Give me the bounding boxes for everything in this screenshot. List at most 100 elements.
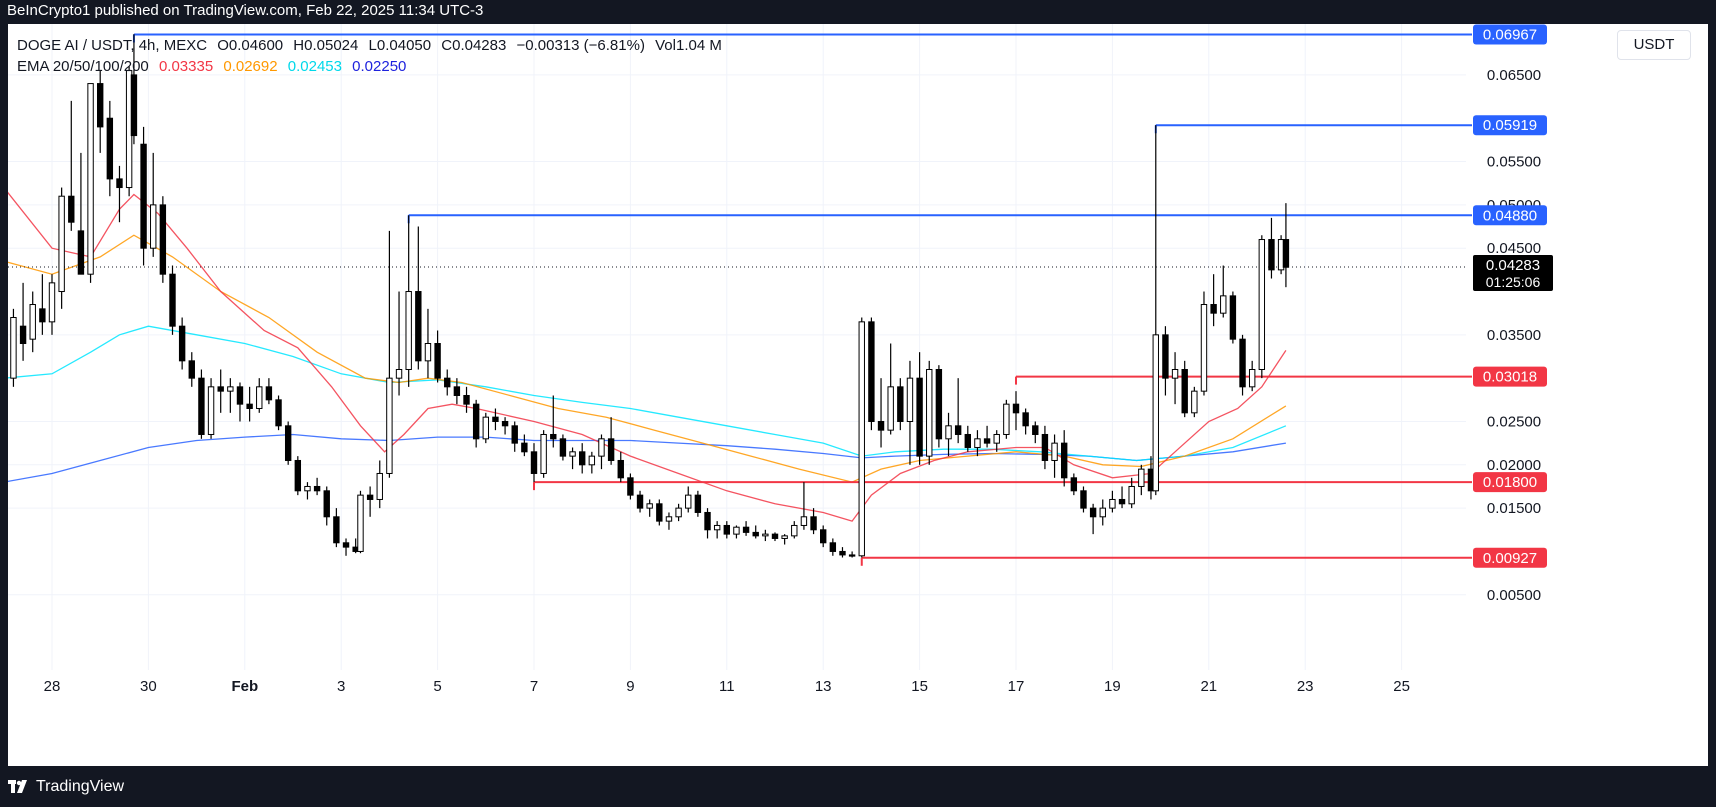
candle[interactable] xyxy=(906,360,914,465)
resistance-level-label-box[interactable] xyxy=(1473,24,1547,45)
candle[interactable] xyxy=(68,100,75,231)
candle[interactable] xyxy=(256,378,263,413)
candle[interactable] xyxy=(858,317,865,558)
candle[interactable] xyxy=(675,503,682,522)
candle[interactable] xyxy=(492,408,499,431)
candle[interactable] xyxy=(217,369,224,413)
candle[interactable] xyxy=(265,378,273,405)
candle[interactable] xyxy=(1229,291,1237,344)
candle[interactable] xyxy=(511,421,518,452)
candle[interactable] xyxy=(521,434,528,457)
candle[interactable] xyxy=(704,508,711,539)
candle[interactable] xyxy=(188,352,195,387)
candle[interactable] xyxy=(1220,265,1227,318)
currency-selector[interactable]: USDT xyxy=(1617,30,1691,60)
candle[interactable] xyxy=(275,395,282,431)
candle[interactable] xyxy=(58,187,65,309)
candle[interactable] xyxy=(550,395,557,448)
candle[interactable] xyxy=(1268,217,1275,279)
candle[interactable] xyxy=(482,412,490,444)
candle[interactable] xyxy=(1061,430,1068,487)
candle[interactable] xyxy=(357,490,364,554)
candle[interactable] xyxy=(742,521,750,536)
candle[interactable] xyxy=(1162,326,1169,396)
candle[interactable] xyxy=(877,378,885,448)
candle[interactable] xyxy=(829,538,837,556)
candle[interactable] xyxy=(540,430,547,478)
chart-panel[interactable]: 0.065000.055000.050000.045000.035000.025… xyxy=(0,24,1708,766)
candle[interactable] xyxy=(415,226,422,370)
candle[interactable] xyxy=(617,451,624,483)
candle[interactable] xyxy=(323,486,330,526)
candles[interactable] xyxy=(0,34,1290,558)
candle[interactable] xyxy=(713,521,721,539)
candle[interactable] xyxy=(607,417,615,465)
candle[interactable] xyxy=(1032,421,1039,444)
candle[interactable] xyxy=(424,308,432,379)
candle[interactable] xyxy=(87,83,94,283)
candle[interactable] xyxy=(636,490,644,513)
candle[interactable] xyxy=(646,499,653,517)
price-chart[interactable]: 0.065000.055000.050000.045000.035000.025… xyxy=(0,24,1708,766)
candle[interactable] xyxy=(926,360,933,465)
candle[interactable] xyxy=(771,532,779,542)
candle[interactable] xyxy=(733,525,740,539)
candle[interactable] xyxy=(236,382,244,422)
support-level-label-box[interactable] xyxy=(1473,366,1547,387)
candle[interactable] xyxy=(598,434,605,470)
candle[interactable] xyxy=(1200,291,1208,396)
candle[interactable] xyxy=(685,486,692,513)
candle[interactable] xyxy=(1282,203,1290,288)
resistance-level-label-box[interactable] xyxy=(1473,205,1547,226)
resistance-level-label-box[interactable] xyxy=(1473,115,1547,136)
candle[interactable] xyxy=(993,430,1000,452)
candle[interactable] xyxy=(627,473,634,500)
candle[interactable] xyxy=(444,369,451,396)
candle[interactable] xyxy=(983,425,991,448)
candle[interactable] xyxy=(472,399,480,448)
candle[interactable] xyxy=(810,508,817,535)
candle[interactable] xyxy=(839,547,846,558)
candle[interactable] xyxy=(559,434,567,461)
candle[interactable] xyxy=(1051,434,1058,478)
candle[interactable] xyxy=(284,421,292,465)
candle[interactable] xyxy=(130,34,138,145)
candle[interactable] xyxy=(227,378,234,413)
candle[interactable] xyxy=(935,365,943,448)
support-level-label-box[interactable] xyxy=(1473,547,1547,568)
price-axis[interactable]: 0.065000.055000.050000.045000.035000.025… xyxy=(1473,24,1553,604)
candle[interactable] xyxy=(694,490,702,517)
candle[interactable] xyxy=(897,378,904,431)
candle[interactable] xyxy=(791,521,798,539)
candle[interactable] xyxy=(304,482,311,500)
candle[interactable] xyxy=(800,482,808,530)
tradingview-brand[interactable]: TradingView xyxy=(8,778,124,796)
candle[interactable] xyxy=(954,378,962,444)
candle[interactable] xyxy=(723,521,730,539)
candle[interactable] xyxy=(501,417,509,435)
support-level-label-box[interactable] xyxy=(1473,472,1547,493)
candle[interactable] xyxy=(569,447,576,470)
candle[interactable] xyxy=(169,265,176,335)
candle[interactable] xyxy=(395,291,403,396)
candle[interactable] xyxy=(246,386,253,422)
candle[interactable] xyxy=(1022,408,1029,435)
candle[interactable] xyxy=(140,126,147,266)
candle[interactable] xyxy=(77,152,85,275)
candle[interactable] xyxy=(333,508,340,548)
candle[interactable] xyxy=(752,525,759,539)
candle[interactable] xyxy=(964,425,971,452)
candle[interactable] xyxy=(116,165,123,223)
candle[interactable] xyxy=(207,378,215,439)
candle[interactable] xyxy=(366,486,374,517)
candle[interactable] xyxy=(588,451,596,474)
candle[interactable] xyxy=(781,534,788,545)
candle[interactable] xyxy=(1181,360,1188,418)
candle[interactable] xyxy=(10,308,17,387)
candle[interactable] xyxy=(1012,391,1020,431)
candle[interactable] xyxy=(1258,235,1266,379)
candle[interactable] xyxy=(453,378,461,405)
candle[interactable] xyxy=(1089,503,1097,535)
candle[interactable] xyxy=(1171,352,1179,405)
candle[interactable] xyxy=(762,529,769,542)
